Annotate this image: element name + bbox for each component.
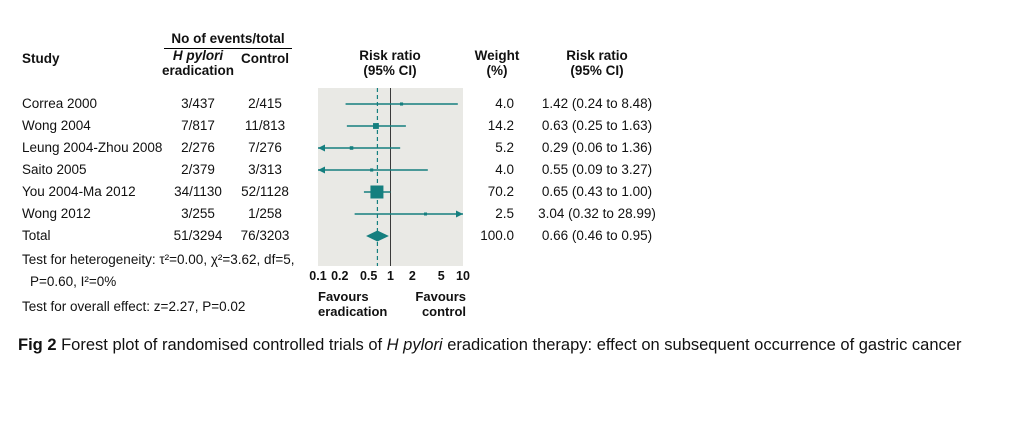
eradication-events: 3/255 bbox=[181, 206, 215, 221]
ci-arrow-left bbox=[318, 144, 325, 152]
eradication-events: 2/379 bbox=[181, 162, 215, 177]
eradication-events: 2/276 bbox=[181, 140, 215, 155]
col-header-riskratio-text-line1: Risk ratio bbox=[566, 48, 628, 63]
total-diamond bbox=[366, 230, 389, 242]
favours-control-label: Favours control bbox=[398, 289, 466, 319]
caption-text-1: Forest plot of randomised controlled tri… bbox=[56, 336, 387, 354]
favours-eradication-line2: eradication bbox=[318, 304, 388, 319]
point-estimate-square bbox=[349, 146, 354, 150]
risk-ratio-value: 0.66 (0.46 to 0.95) bbox=[541, 228, 653, 243]
control-events: 11/813 bbox=[244, 118, 286, 133]
x-axis-tick-label: 5 bbox=[437, 269, 445, 283]
overall-effect-test: Test for overall effect: z=2.27, P=0.02 bbox=[22, 299, 246, 314]
col-header-control: Control bbox=[241, 51, 289, 66]
control-events: 76/3203 bbox=[240, 228, 290, 243]
caption-text-2: eradication therapy: effect on subsequen… bbox=[442, 336, 962, 354]
table-row: Leung 2004-Zhou 2008 2/276 7/276 5.2 0.29 (0… bbox=[0, 137, 1024, 159]
col-header-riskratio-line2: (95% CI) bbox=[363, 63, 417, 78]
weight-value: 5.2 bbox=[495, 140, 514, 155]
point-estimate-square bbox=[424, 212, 428, 216]
study-name: Leung 2004-Zhou 2008 bbox=[22, 140, 163, 155]
heterogeneity-test-line2: P=0.60, I²=0% bbox=[30, 274, 117, 289]
risk-ratio-value: 0.29 (0.06 to 1.36) bbox=[541, 140, 653, 155]
forest-plot-area bbox=[318, 88, 463, 266]
caption-figure-label: Fig 2 bbox=[18, 336, 57, 354]
risk-ratio-value: 0.63 (0.25 to 1.63) bbox=[541, 118, 653, 133]
events-total-header: No of events/total bbox=[164, 31, 292, 49]
weight-value: 70.2 bbox=[487, 184, 514, 199]
eradication-events: 51/3294 bbox=[173, 228, 223, 243]
col-header-riskratio-text: Risk ratio (95% CI) bbox=[547, 48, 647, 78]
col-header-study: Study bbox=[22, 51, 60, 66]
favours-control-line1: Favours bbox=[415, 289, 466, 304]
x-axis-tick-label: 10 bbox=[456, 269, 470, 283]
ci-arrow-right bbox=[456, 210, 463, 218]
control-events: 52/1128 bbox=[241, 184, 289, 199]
risk-ratio-value: 0.55 (0.09 to 3.27) bbox=[541, 162, 653, 177]
table-row: Wong 2004 7/817 11/813 14.2 0.63 (0.25 to 1.… bbox=[0, 115, 1024, 137]
weight-value: 100.0 bbox=[480, 228, 514, 243]
study-name: Correa 2000 bbox=[22, 96, 98, 111]
table-row: Correa 2000 3/437 2/415 4.0 1.42 (0.24 to 8.… bbox=[0, 93, 1024, 115]
control-events: 7/276 bbox=[248, 140, 282, 155]
total-row: Total 51/3294 76/3203 100.0 0.66 (0.46 to 0.… bbox=[0, 225, 1024, 247]
study-name: You 2004-Ma 2012 bbox=[22, 184, 136, 199]
study-name: Saito 2005 bbox=[22, 162, 87, 177]
point-estimate-square bbox=[399, 102, 404, 106]
favours-eradication-line1: Favours bbox=[318, 289, 369, 304]
forest-plot-svg bbox=[318, 88, 463, 266]
point-estimate-square bbox=[373, 123, 379, 129]
eradication-events: 7/817 bbox=[181, 118, 215, 133]
favours-eradication-label: Favours eradication bbox=[318, 289, 387, 319]
weight-value: 2.5 bbox=[495, 206, 514, 221]
col-header-eradication-line1: H pylori bbox=[172, 48, 224, 63]
point-estimate-square bbox=[370, 185, 384, 199]
x-axis-tick-label: 0.1 bbox=[309, 269, 327, 283]
ci-arrow-left bbox=[318, 166, 325, 174]
caption-species-name: H pylori bbox=[386, 336, 443, 354]
figure-caption: Fig 2 Forest plot of randomised controll… bbox=[18, 334, 1000, 356]
control-events: 3/313 bbox=[248, 162, 282, 177]
weight-value: 4.0 bbox=[495, 96, 514, 111]
col-header-riskratio-line1: Risk ratio bbox=[359, 48, 421, 63]
col-header-weight-line1: Weight bbox=[474, 48, 520, 63]
x-axis-tick-label: 2 bbox=[408, 269, 416, 283]
x-axis-tick-label: 0.2 bbox=[331, 269, 349, 283]
table-row: Wong 2012 3/255 1/258 2.5 3.04 (0.32 to 28.9… bbox=[0, 203, 1024, 225]
eradication-events: 3/437 bbox=[181, 96, 215, 111]
weight-value: 4.0 bbox=[495, 162, 514, 177]
study-name: Wong 2012 bbox=[22, 206, 91, 221]
control-events: 1/258 bbox=[248, 206, 282, 221]
table-row: Saito 2005 2/379 3/313 4.0 0.55 (0.09 to 3.2… bbox=[0, 159, 1024, 181]
x-axis-tick-label: 0.5 bbox=[359, 269, 378, 283]
heterogeneity-test-line1: Test for heterogeneity: τ²=0.00, χ²=3.62… bbox=[22, 252, 295, 267]
control-events: 2/415 bbox=[248, 96, 282, 111]
study-name: Total bbox=[22, 228, 51, 243]
risk-ratio-value: 0.65 (0.43 to 1.00) bbox=[541, 184, 653, 199]
col-header-riskratio-plot: Risk ratio (95% CI) bbox=[340, 48, 440, 78]
eradication-events: 34/1130 bbox=[174, 184, 222, 199]
point-estimate-square bbox=[370, 168, 374, 172]
study-name: Wong 2004 bbox=[22, 118, 91, 133]
table-row: You 2004-Ma 2012 34/1130 52/1128 70.2 0.65 (… bbox=[0, 181, 1024, 203]
favours-control-line2: control bbox=[421, 304, 466, 319]
col-header-eradication: H pylori eradication bbox=[160, 48, 236, 78]
col-header-eradication-line2: eradication bbox=[161, 63, 235, 78]
col-header-weight-line2: (%) bbox=[486, 63, 508, 78]
risk-ratio-value: 3.04 (0.32 to 28.99) bbox=[538, 206, 656, 221]
x-axis-tick-label: 1 bbox=[387, 269, 394, 283]
weight-value: 14.2 bbox=[487, 118, 514, 133]
risk-ratio-value: 1.42 (0.24 to 8.48) bbox=[541, 96, 653, 111]
col-header-riskratio-text-line2: (95% CI) bbox=[570, 63, 624, 78]
col-header-weight: Weight (%) bbox=[467, 48, 527, 78]
